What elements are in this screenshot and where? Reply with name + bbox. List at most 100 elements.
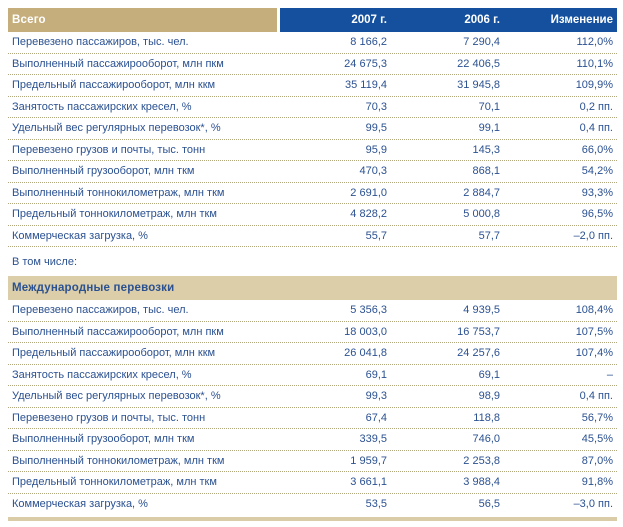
table-row: Перевезено пассажиров, тыс. чел. 8 166,2 7… [8,32,617,54]
row-label: Выполненный грузооборот, млн ткм [12,165,195,178]
row-value: 110,1% [576,57,614,70]
row-value: 868,1 [472,165,500,178]
table-row: Удельный вес регулярных перевозок*, % 99,… [8,118,617,140]
row-value: 99,1 [478,122,500,135]
table-row: Выполненный пассажирооборот, млн пкм 24 6… [8,54,617,75]
row-value: 107,5% [575,325,613,338]
row-value: 26 041,8 [344,347,387,360]
row-label: Предельный пассажирооборот, млн ккм [12,79,216,92]
table-row: Коммерческая загрузка, % 53,5 56,5 –3,0 пп. [8,494,617,516]
table-row: Выполненный грузооборот, млн ткм 470,3 868… [8,161,617,183]
row-value: 54,2% [581,165,613,178]
row-label: Перевезено грузов и почты, тыс. тонн [12,143,206,156]
row-value: 5 356,3 [350,304,387,317]
row-value: 18 003,0 [344,325,387,338]
row-value: 31 945,8 [457,79,500,92]
row-value: 339,5 [359,433,387,446]
row-value: 8 166,2 [350,36,387,49]
row-value: 87,0% [581,454,613,467]
row-value: 96,5% [581,208,613,221]
table-row: Предельный пассажирооборот, млн ккм 26 04… [8,343,617,365]
column-header-2007: 2007 г. [351,14,387,26]
table-row: Занятость пассажирских кресел, % 69,1 69,1… [8,365,617,386]
table-row: Перевезено пассажиров, тыс. чел. 5 356,3 4… [8,300,617,322]
table-row: Предельный тоннокилометраж, млн ткм 3 661… [8,472,617,494]
row-value: 118,8 [473,411,500,424]
column-header-2006: 2006 г. [464,14,500,26]
row-label: Удельный вес регулярных перевозок*, % [12,390,221,403]
table-row: Занятость пассажирских кресел, % 70,3 70,1… [8,97,617,118]
row-value: 53,5 [365,498,387,511]
table-row: Выполненный грузооборот, млн ткм 339,5 746… [8,429,617,451]
row-label: Занятость пассажирских кресел, % [12,368,192,381]
row-value: 0,4 пп. [579,390,613,403]
row-value: 24 257,6 [457,347,500,360]
row-value: 66,0% [581,143,613,156]
row-value: 91,8% [581,476,613,489]
row-value: –2,0 пп. [573,229,613,242]
row-value: 99,3 [365,390,387,403]
table-header-row: Всего 2007 г. 2006 г. Изменение [8,8,617,32]
row-value: 2 253,8 [463,454,500,467]
row-value: –3,0 пп. [573,498,613,511]
table-row: Коммерческая загрузка, % 55,7 57,7 –2,0 пп. [8,226,617,247]
table-row: Перевезено грузов и почты, тыс. тонн 95,9… [8,140,617,161]
between-label: В том числе: [12,255,78,268]
row-label: Выполненный тоннокилометраж, млн ткм [12,186,225,199]
section-title-international: Международные перевозки [8,276,617,300]
statistics-table: Всего 2007 г. 2006 г. Изменение Перевезе… [8,8,617,521]
row-value: 2 884,7 [463,186,500,199]
row-value: 99,5 [365,122,387,135]
row-value: 70,1 [478,100,500,113]
row-value: 145,3 [472,143,500,156]
row-value: 98,9 [478,390,500,403]
table-row: Удельный вес регулярных перевозок*, % 99,… [8,386,617,408]
row-label: Предельный пассажирооборот, млн ккм [12,347,216,360]
table-bottom-bar [8,517,617,521]
row-value: 56,5 [478,498,500,511]
row-value: 55,7 [365,229,387,242]
row-value: 56,7% [581,411,613,424]
row-value: 70,3 [365,100,387,113]
row-value: 107,4% [575,347,613,360]
row-label: Удельный вес регулярных перевозок*, % [12,122,221,135]
row-value: 3 988,4 [463,476,500,489]
row-value: 35 119,4 [344,79,387,92]
row-value: 108,4% [575,304,613,317]
row-value: 67,4 [365,411,387,424]
row-value: – [606,368,613,381]
row-label: Перевезено пассажиров, тыс. чел. [12,304,189,317]
row-value: 57,7 [478,229,500,242]
table-row: Предельный тоннокилометраж, млн ткм 4 828… [8,204,617,226]
row-label: Перевезено пассажиров, тыс. чел. [12,36,189,49]
row-value: 69,1 [478,368,500,381]
row-label: Выполненный тоннокилометраж, млн ткм [12,454,225,467]
rows-section-total: Перевезено пассажиров, тыс. чел. 8 166,2 7… [8,32,617,247]
rows-section-international: Перевезено пассажиров, тыс. чел. 5 356,3 4… [8,300,617,515]
row-value: 3 661,1 [350,476,387,489]
table-row: Выполненный тоннокилометраж, млн ткм 1 95… [8,451,617,472]
row-label: Предельный тоннокилометраж, млн ткм [12,208,217,221]
row-label: Коммерческая загрузка, % [12,498,148,511]
table-row: Выполненный тоннокилометраж, млн ткм 2 69… [8,183,617,204]
row-label: Коммерческая загрузка, % [12,229,148,242]
row-value: 4 939,5 [463,304,500,317]
row-value: 4 828,2 [350,208,387,221]
row-value: 0,4 пп. [579,122,613,135]
row-value: 45,5% [581,433,613,446]
row-label: Выполненный грузооборот, млн ткм [12,433,195,446]
row-value: 22 406,5 [457,57,500,70]
row-value: 95,9 [365,143,387,156]
table-row: Выполненный пассажирооборот, млн пкм 18 0… [8,322,617,343]
row-value: 93,3% [581,186,613,199]
column-headers: 2007 г. 2006 г. Изменение [280,8,617,32]
row-value: 470,3 [359,165,387,178]
row-label: Выполненный пассажирооборот, млн пкм [12,325,224,338]
row-value: 69,1 [365,368,387,381]
table-row: Перевезено грузов и почты, тыс. тонн 67,4… [8,408,617,429]
row-value: 746,0 [472,433,500,446]
section-title-total: Всего [8,8,277,32]
row-value: 2 691,0 [350,186,387,199]
row-label: Занятость пассажирских кресел, % [12,100,192,113]
table-row: Предельный пассажирооборот, млн ккм 35 11… [8,75,617,97]
